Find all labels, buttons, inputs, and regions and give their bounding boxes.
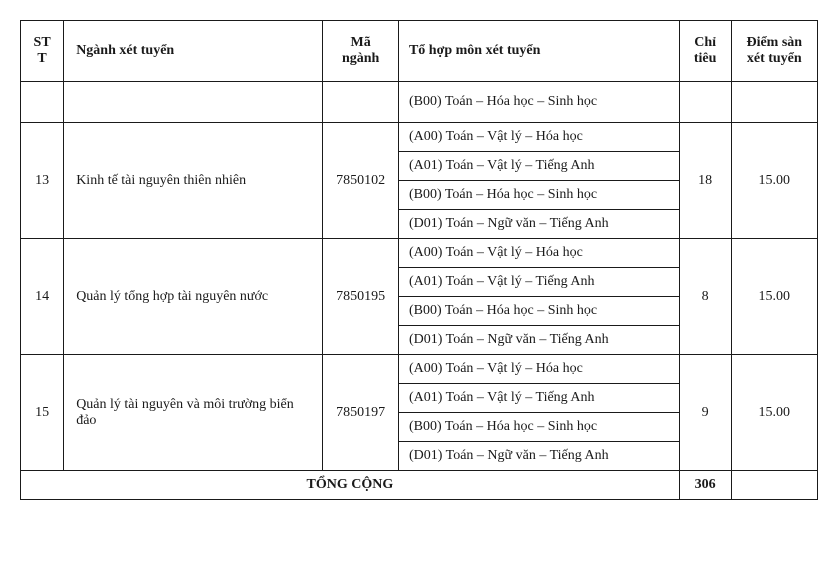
- cell-stt: 14: [21, 239, 64, 355]
- table-total-row: TỔNG CỘNG 306: [21, 471, 818, 500]
- cell-chi: 9: [679, 355, 731, 471]
- table-row: 15 Quản lý tài nguyên và môi trường biển…: [21, 355, 818, 384]
- col-header-tohop: Tổ hợp môn xét tuyển: [398, 21, 679, 82]
- cell-diem: 15.00: [731, 355, 817, 471]
- table-row: 14 Quản lý tổng hợp tài nguyên nước 7850…: [21, 239, 818, 268]
- cell-ma: 7850197: [323, 355, 399, 471]
- col-header-diem: Điểm sàn xét tuyển: [731, 21, 817, 82]
- cell-tohop: (B00) Toán – Hóa học – Sinh học: [398, 181, 679, 210]
- cell-diem: 15.00: [731, 239, 817, 355]
- cell-chi: [679, 82, 731, 123]
- table-row: 13 Kinh tế tài nguyên thiên nhiên 785010…: [21, 123, 818, 152]
- cell-ma: 7850102: [323, 123, 399, 239]
- table-header-row: STT Ngành xét tuyển Mã ngành Tổ hợp môn …: [21, 21, 818, 82]
- cell-diem: 15.00: [731, 123, 817, 239]
- cell-tohop: (D01) Toán – Ngữ văn – Tiếng Anh: [398, 442, 679, 471]
- cell-tohop: (D01) Toán – Ngữ văn – Tiếng Anh: [398, 210, 679, 239]
- cell-nganh: Kinh tế tài nguyên thiên nhiên: [64, 123, 323, 239]
- cell-diem: [731, 82, 817, 123]
- cell-tohop: (A00) Toán – Vật lý – Hóa học: [398, 239, 679, 268]
- cell-stt: 15: [21, 355, 64, 471]
- cell-tohop: (B00) Toán – Hóa học – Sinh học: [398, 82, 679, 123]
- table-row: (B00) Toán – Hóa học – Sinh học: [21, 82, 818, 123]
- cell-ma: [323, 82, 399, 123]
- cell-ma: 7850195: [323, 239, 399, 355]
- col-header-nganh: Ngành xét tuyển: [64, 21, 323, 82]
- col-header-stt: STT: [21, 21, 64, 82]
- cell-tohop: (B00) Toán – Hóa học – Sinh học: [398, 413, 679, 442]
- table-body: (B00) Toán – Hóa học – Sinh học 13 Kinh …: [21, 82, 818, 500]
- col-header-chi: Chỉ tiêu: [679, 21, 731, 82]
- cell-nganh: Quản lý tài nguyên và môi trường biển đả…: [64, 355, 323, 471]
- cell-tohop: (A00) Toán – Vật lý – Hóa học: [398, 355, 679, 384]
- total-label: TỔNG CỘNG: [21, 471, 680, 500]
- cell-tohop: (A01) Toán – Vật lý – Tiếng Anh: [398, 268, 679, 297]
- total-diem: [731, 471, 817, 500]
- col-header-ma: Mã ngành: [323, 21, 399, 82]
- cell-nganh: [64, 82, 323, 123]
- cell-stt: 13: [21, 123, 64, 239]
- cell-tohop: (D01) Toán – Ngữ văn – Tiếng Anh: [398, 326, 679, 355]
- cell-stt: [21, 82, 64, 123]
- cell-tohop: (A01) Toán – Vật lý – Tiếng Anh: [398, 152, 679, 181]
- total-chi: 306: [679, 471, 731, 500]
- cell-chi: 8: [679, 239, 731, 355]
- cell-nganh: Quản lý tổng hợp tài nguyên nước: [64, 239, 323, 355]
- cell-tohop: (A00) Toán – Vật lý – Hóa học: [398, 123, 679, 152]
- admissions-table: STT Ngành xét tuyển Mã ngành Tổ hợp môn …: [20, 20, 818, 500]
- cell-tohop: (A01) Toán – Vật lý – Tiếng Anh: [398, 384, 679, 413]
- cell-tohop: (B00) Toán – Hóa học – Sinh học: [398, 297, 679, 326]
- cell-chi: 18: [679, 123, 731, 239]
